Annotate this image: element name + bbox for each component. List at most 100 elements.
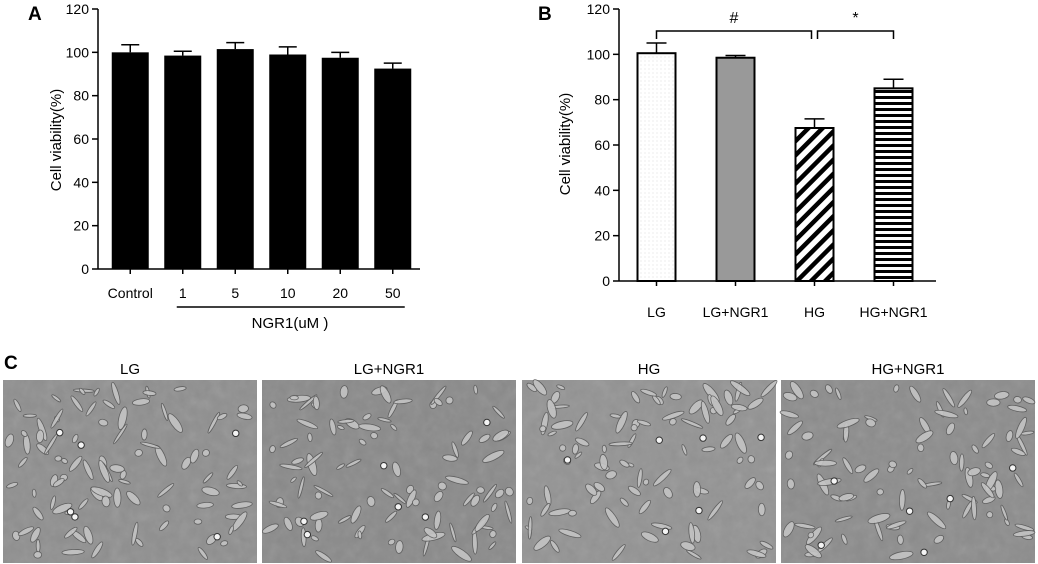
cell-shape xyxy=(611,544,626,561)
cell-shape xyxy=(337,515,352,524)
cell-shape xyxy=(193,518,203,525)
cell-shape xyxy=(492,405,505,419)
significance-bracket xyxy=(655,30,813,39)
cell-shape xyxy=(994,391,1010,400)
chart-a-y-tick-label: 60 xyxy=(73,131,89,147)
cell-shape xyxy=(207,411,220,434)
cell-shape xyxy=(490,502,498,512)
cell-shape xyxy=(546,399,557,419)
chart-b-bar xyxy=(636,52,677,283)
cell-shape xyxy=(98,418,109,427)
cell-shape xyxy=(841,533,848,545)
cell-shape xyxy=(350,505,362,524)
cell-shape xyxy=(134,449,143,457)
cell-shape xyxy=(283,516,293,531)
cell-shape xyxy=(915,430,934,444)
cell-shape xyxy=(906,468,914,475)
cell-shape xyxy=(310,535,319,542)
round-cell xyxy=(1009,464,1017,472)
cell-shape xyxy=(807,531,815,539)
cell-shape xyxy=(559,444,567,452)
cell-shape xyxy=(451,441,459,458)
cell-shape xyxy=(162,504,171,513)
micrograph-label: HG xyxy=(638,361,661,378)
cell-shape xyxy=(934,409,959,419)
cell-shape xyxy=(83,525,94,545)
cell-shape xyxy=(585,483,598,496)
cell-shape xyxy=(101,495,111,508)
chart-a: Cell viability(%) NGR1(uM ) 0 20 40 60 80 100… xyxy=(48,1,420,332)
chart-b-bar xyxy=(715,56,756,282)
cell-shape xyxy=(730,403,748,412)
round-cell xyxy=(699,434,707,442)
chart-a-x-tick-label: 20 xyxy=(332,285,348,301)
cell-shape xyxy=(13,398,22,412)
cell-shape xyxy=(449,522,457,543)
cell-shape xyxy=(547,430,557,437)
cell-shape xyxy=(971,495,977,521)
cell-shape xyxy=(686,549,702,560)
round-cell xyxy=(830,477,838,485)
cell-shape xyxy=(377,417,392,423)
cell-shape xyxy=(669,393,682,401)
cell-shape xyxy=(216,413,228,421)
cell-shape xyxy=(289,395,299,401)
significance-bracket xyxy=(816,30,895,39)
cell-shape xyxy=(669,418,677,426)
cell-shape xyxy=(593,482,606,492)
cell-shape xyxy=(865,418,876,428)
cell-shape xyxy=(494,488,505,499)
cell-shape xyxy=(533,535,551,551)
chart-a-y-tick-label: 100 xyxy=(66,44,90,60)
round-cell xyxy=(300,517,308,526)
cell-shape xyxy=(17,526,35,536)
cell-shape xyxy=(1007,404,1027,413)
micrograph-image xyxy=(522,379,778,563)
cell-shape xyxy=(336,425,345,431)
cell-shape xyxy=(20,430,28,437)
micrograph-label: LG xyxy=(120,361,140,378)
micrograph-image xyxy=(779,380,1036,563)
cell-shape xyxy=(779,410,799,419)
round-cell xyxy=(56,428,64,437)
round-cell xyxy=(66,508,75,516)
cell-shape xyxy=(337,419,355,424)
significance-label: * xyxy=(852,10,858,27)
cell-shape xyxy=(119,470,127,480)
cell-shape xyxy=(102,399,116,409)
cell-shape xyxy=(886,520,907,530)
cell-shape xyxy=(571,443,579,455)
cell-shape xyxy=(636,468,643,488)
cell-shape xyxy=(18,456,28,468)
cell-shape xyxy=(50,495,56,510)
cell-shape xyxy=(64,526,78,539)
cell-shape xyxy=(32,506,44,521)
round-cell xyxy=(757,433,765,442)
chart-a-x-tick-label: 10 xyxy=(280,285,296,301)
cell-shape xyxy=(437,481,447,491)
cell-shape xyxy=(262,523,279,534)
panel-a-letter: A xyxy=(28,4,42,25)
cell-shape xyxy=(558,528,582,539)
chart-b-y-tick-label: 100 xyxy=(587,46,611,62)
round-cell xyxy=(303,530,312,539)
cell-shape xyxy=(963,407,968,416)
cell-shape xyxy=(1013,472,1024,488)
cell-shape xyxy=(650,522,673,530)
cell-shape xyxy=(640,531,659,543)
cell-shape xyxy=(173,386,187,392)
cell-shape xyxy=(540,502,551,517)
cell-shape xyxy=(237,404,249,413)
cell-shape xyxy=(782,521,795,538)
cell-shape xyxy=(392,461,401,477)
cell-shape xyxy=(893,384,900,393)
round-cell xyxy=(817,541,825,549)
cell-shape xyxy=(202,472,214,484)
cell-shape xyxy=(842,457,854,474)
cell-shape xyxy=(109,464,125,473)
cell-shape xyxy=(78,498,89,510)
cell-shape xyxy=(959,453,965,472)
cell-shape xyxy=(640,388,657,397)
chart-a-y-tick-label: 120 xyxy=(66,1,90,17)
cell-shape xyxy=(226,464,239,480)
